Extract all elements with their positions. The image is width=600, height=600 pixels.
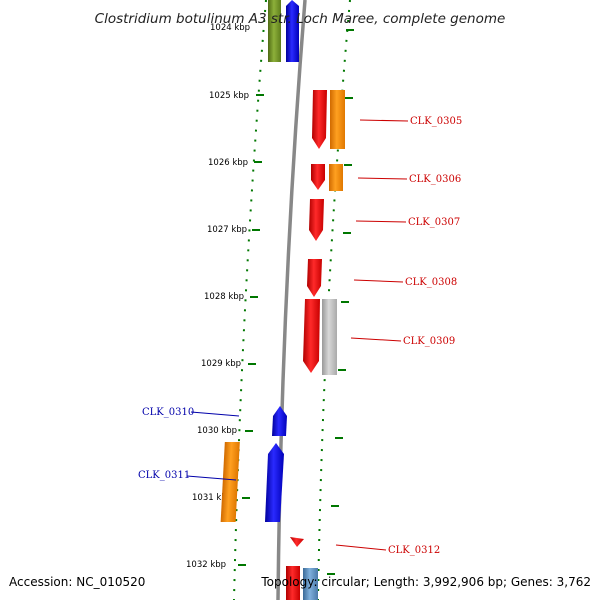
gene-label-clk-0306: CLK_0306 [409, 174, 461, 185]
tick-label-1028: 1028 kbp [204, 292, 244, 302]
tick-label-1026: 1026 kbp [208, 158, 248, 168]
gene-clk-0312 [290, 537, 304, 547]
gene-clk-0307 [309, 199, 324, 241]
feature-blue-top [286, 0, 299, 62]
label-leaders-right [335, 119, 409, 551]
gene-label-clk-0307: CLK_0307 [408, 217, 460, 228]
tick-marks-outer [327, 29, 354, 575]
tick-marks-inner [238, 94, 264, 566]
label-leaders-left [186, 411, 240, 481]
tick-label-1031: 1031 kbp [192, 493, 232, 503]
gene-label-clk-0305: CLK_0305 [410, 116, 462, 127]
dotted-ring-inner [233, 0, 267, 600]
gene-label-clk-0309: CLK_0309 [403, 336, 455, 347]
gene-labels: CLK_0305 CLK_0306 CLK_0307 CLK_0308 CLK_… [138, 116, 462, 556]
feature-gray-0309 [322, 299, 337, 375]
accession-text: Accession: NC_010520 [9, 575, 145, 589]
gene-clk-0306 [311, 164, 325, 190]
feature-red-bottom [286, 566, 300, 600]
gene-label-clk-0311: CLK_0311 [138, 470, 190, 481]
feature-steel-bottom [303, 568, 318, 600]
genome-summary-text: Topology: circular; Length: 3,992,906 bp… [260, 575, 591, 589]
tick-label-1027: 1027 kbp [207, 225, 247, 235]
feature-orange-0306 [329, 164, 343, 191]
feature-orange-0311 [220, 442, 240, 522]
tick-label-1029: 1029 kbp [201, 359, 241, 369]
tick-label-1025: 1025 kbp [209, 91, 249, 101]
tick-label-1024: 1024 kbp [210, 23, 250, 33]
gene-clk-0311 [265, 443, 284, 522]
gene-clk-0308 [307, 259, 322, 297]
gene-clk-0309 [303, 299, 320, 373]
tick-label-1030: 1030 kbp [197, 426, 237, 436]
gene-clk-0305 [312, 90, 327, 149]
feature-green-top [268, 0, 281, 62]
feature-orange-0305 [330, 90, 345, 149]
gene-label-clk-0308: CLK_0308 [405, 277, 457, 288]
genome-backbone [276, 0, 307, 600]
tick-label-1032: 1032 kbp [186, 560, 226, 570]
gene-label-clk-0312: CLK_0312 [388, 545, 440, 556]
gene-label-clk-0310: CLK_0310 [142, 407, 194, 418]
tick-labels: 1024 kbp 1025 kbp 1026 kbp 1027 kbp 1028… [186, 23, 250, 570]
gene-clk-0310 [272, 406, 287, 436]
map-title: Clostridium botulinum A3 str. Loch Maree… [95, 11, 506, 27]
